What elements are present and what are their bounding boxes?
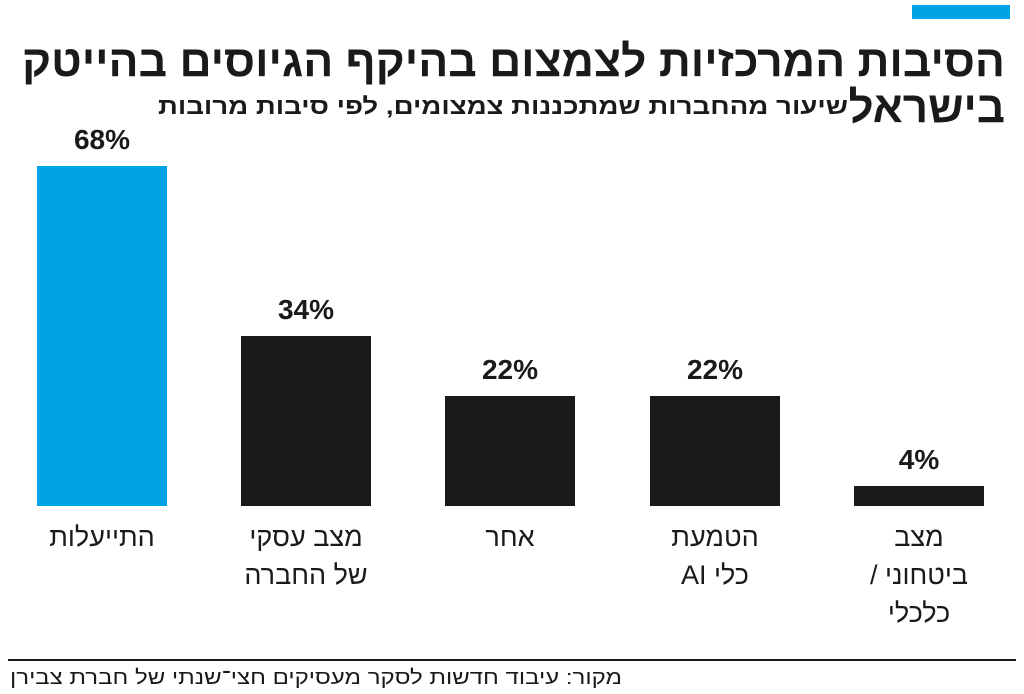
value-label: 22%: [687, 354, 743, 385]
accent-strip: [912, 5, 1010, 19]
bar: [37, 166, 167, 506]
x-tick-label: כלכלי: [888, 598, 950, 628]
value-label: 4%: [899, 444, 940, 475]
value-label: 68%: [74, 124, 130, 155]
x-tick-label: של החברה: [244, 560, 367, 590]
x-tick-label: מצב: [894, 522, 943, 552]
bar: [445, 396, 575, 506]
chart-title: הסיבות המרכזיות לצמצום בהיקף הגיוסים בהי…: [22, 37, 1005, 86]
chart-subtitle: שיעור מהחברות שמתכננות צמצומים, לפי סיבו…: [158, 93, 848, 119]
value-label: 22%: [482, 354, 538, 385]
x-tick-label: התייעלות: [49, 522, 154, 552]
x-tick-label: אחר: [485, 522, 534, 552]
value-label: 34%: [278, 294, 334, 325]
x-tick-label: ביטחוני /: [870, 560, 968, 590]
source-note: מקור: עיבוד חדשות לסקר מעסיקים חצי־שנתי …: [10, 667, 622, 689]
bar: [650, 396, 780, 506]
x-tick-label: כלי AI: [681, 560, 749, 590]
bar: [854, 486, 984, 506]
x-tick-label: מצב עסקי: [249, 522, 362, 552]
bar: [241, 336, 371, 506]
x-tick-label: הטמעת: [671, 522, 758, 552]
chart-title: בישראל: [848, 83, 1005, 132]
